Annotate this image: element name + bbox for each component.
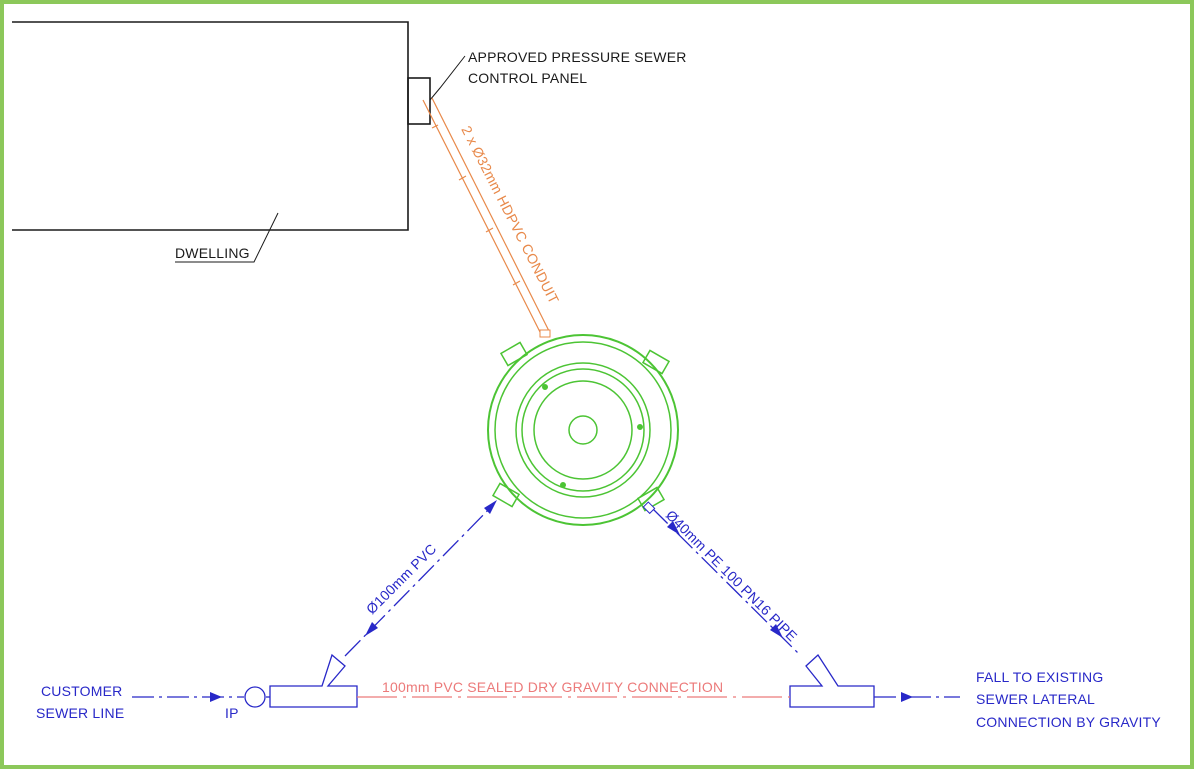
control-panel-label-line1: APPROVED PRESSURE SEWER [468, 49, 687, 65]
fall-label-line2: SEWER LATERAL [976, 691, 1095, 707]
conduit-end [539, 329, 551, 338]
pvc-inlet-label: Ø100mm PVC [363, 541, 440, 618]
customer-label-line2: SEWER LINE [36, 705, 124, 721]
arrow-icon [210, 692, 222, 702]
pump-tank [487, 334, 679, 526]
ip-label: IP [225, 705, 239, 721]
dwelling-label: DWELLING [175, 245, 250, 261]
arrow-icon [667, 521, 680, 535]
conduit-line [422, 97, 550, 335]
dwelling-outline [12, 21, 431, 231]
conduit-label: 2 x Ø32mm HDPVC CONDUIT [458, 123, 562, 306]
pe-outlet-label: Ø40mm PE 100 PN16 PIPE [663, 507, 801, 645]
customer-label-line1: CUSTOMER [41, 683, 122, 699]
fall-label-line1: FALL TO EXISTING [976, 669, 1103, 685]
customer-sewer-line [132, 686, 270, 708]
arrow-icon [365, 622, 378, 636]
arrow-icon [484, 500, 497, 514]
arrow-icon [901, 692, 913, 702]
junction-fitting-left [269, 653, 358, 708]
control-panel-box [407, 77, 431, 125]
gravity-connection-label: 100mm PVC SEALED DRY GRAVITY CONNECTION [382, 679, 723, 695]
arrow-icon [770, 624, 783, 638]
junction-fitting-right [789, 654, 875, 708]
control-panel-label-line2: CONTROL PANEL [468, 70, 587, 86]
leader-lines [175, 55, 466, 263]
fall-label-line3: CONNECTION BY GRAVITY [976, 714, 1161, 730]
